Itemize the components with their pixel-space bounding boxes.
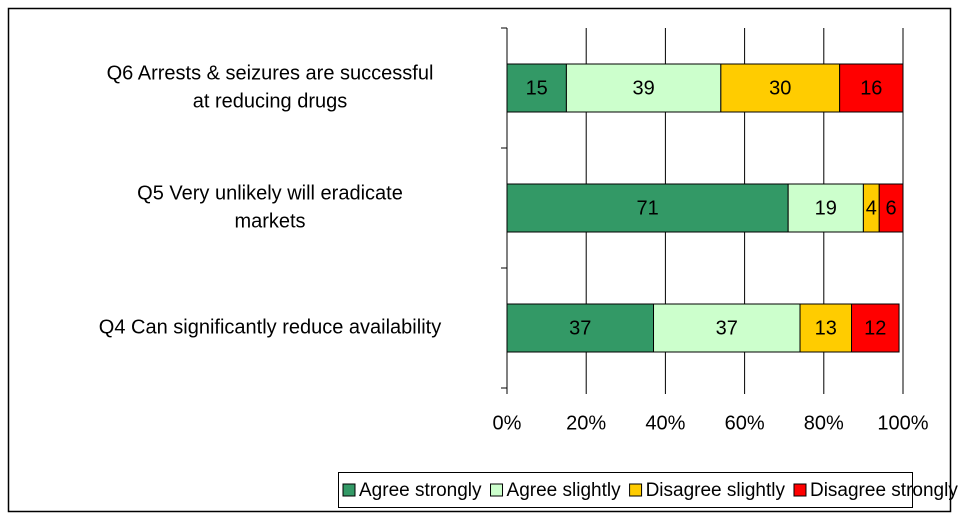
bar-segment (878, 183, 904, 233)
bar-segment (506, 183, 789, 233)
legend-label: Agree strongly (359, 480, 482, 501)
data-label: 16 (860, 77, 882, 99)
x-tick-label: 100% (877, 412, 928, 434)
data-label: 37 (569, 317, 591, 339)
data-label: 37 (716, 317, 738, 339)
bar-segment (839, 63, 904, 113)
data-label: 4 (866, 197, 877, 219)
data-label: 71 (636, 197, 658, 219)
category-label: at reducing drugs (193, 90, 348, 112)
x-tick-label: 20% (566, 412, 606, 434)
legend-label: Agree slightly (507, 480, 622, 501)
x-tick-label: 60% (725, 412, 765, 434)
bar-segment (787, 183, 864, 233)
x-tick-label: 80% (804, 412, 844, 434)
bar-segment (506, 63, 567, 113)
x-tick-label: 0% (493, 412, 522, 434)
legend: Agree strongly Agree slightly Disagree sli… (342, 480, 958, 501)
bar-segment (653, 303, 801, 353)
legend-label: Disagree slightly (646, 480, 786, 501)
category-label: Q5 Very unlikely will eradicate (137, 182, 403, 204)
data-label: 6 (886, 197, 897, 219)
legend-frame (338, 472, 913, 508)
category-label: Q6 Arrests & seizures are successful (107, 62, 434, 84)
category-label: Q4 Can significantly reduce availability (99, 316, 441, 338)
legend-swatch (629, 483, 643, 497)
data-label: 15 (526, 77, 548, 99)
data-label: 30 (769, 77, 791, 99)
category-label: markets (234, 210, 305, 232)
data-label: 12 (864, 317, 886, 339)
legend-label: Disagree strongly (810, 480, 958, 501)
data-label: 39 (632, 77, 654, 99)
x-tick-label: 40% (645, 412, 685, 434)
legend-swatch (490, 483, 504, 497)
data-label: 19 (815, 197, 837, 219)
bar-segment (851, 303, 900, 353)
data-label: 13 (815, 317, 837, 339)
bar-segment (506, 303, 655, 353)
legend-swatch (793, 483, 807, 497)
bar-segment (799, 303, 853, 353)
legend-swatch (342, 483, 356, 497)
